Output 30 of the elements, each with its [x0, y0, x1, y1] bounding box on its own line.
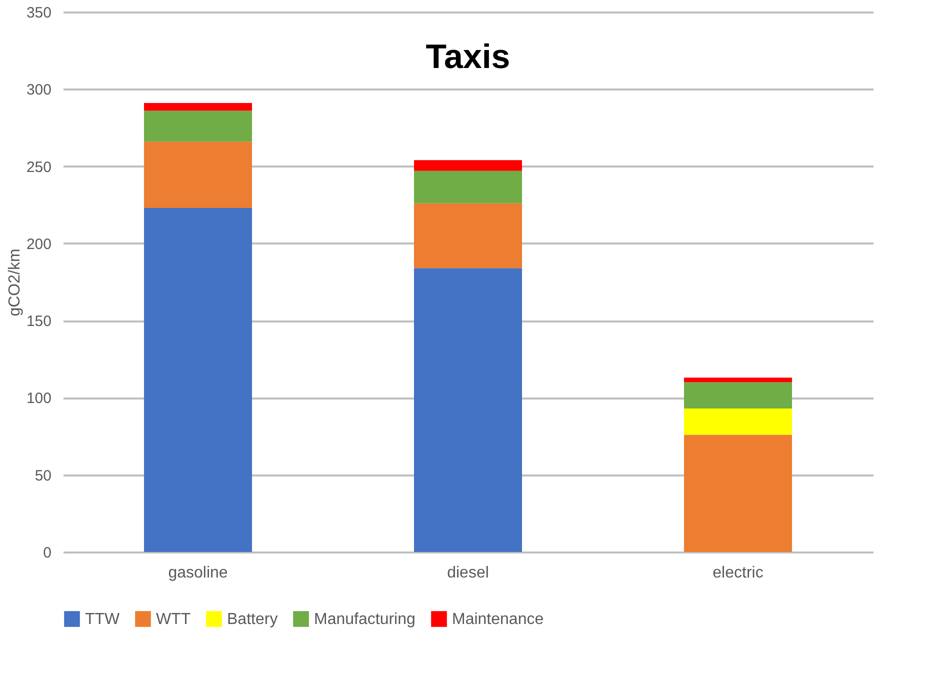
bar — [684, 434, 792, 552]
y-axis-title: gCO2/km — [6, 248, 24, 316]
y-tick-label: 100 — [26, 390, 52, 408]
legend-label: TTW — [85, 611, 121, 628]
legend-label: Maintenance — [452, 611, 544, 628]
bar — [144, 110, 252, 142]
y-tick-label: 0 — [43, 544, 52, 562]
y-tick-label: 200 — [26, 236, 52, 253]
text: Taxis — [426, 38, 510, 76]
bar — [144, 208, 252, 552]
y-tick-label: 350 — [26, 4, 52, 22]
y-tick-label: 150 — [26, 313, 52, 330]
y-tick-label: 50 — [34, 467, 52, 484]
y-tick-label: 300 — [26, 82, 52, 99]
bar — [414, 203, 522, 268]
legend-label: WTT — [156, 611, 191, 628]
legend-label: Battery — [227, 611, 278, 628]
x-tick-label: electric — [712, 564, 764, 582]
y-tick-label: 250 — [26, 158, 52, 176]
x-tick-label: gasoline — [168, 564, 228, 582]
bar — [684, 378, 792, 382]
bar — [414, 268, 522, 552]
bar — [414, 160, 522, 171]
bar — [414, 170, 522, 204]
x-tick-label: diesel — [447, 564, 489, 582]
bar — [144, 142, 252, 208]
bar — [684, 382, 792, 409]
legend-label: Manufacturing — [314, 611, 416, 628]
bar — [684, 408, 792, 435]
bar — [144, 103, 252, 111]
